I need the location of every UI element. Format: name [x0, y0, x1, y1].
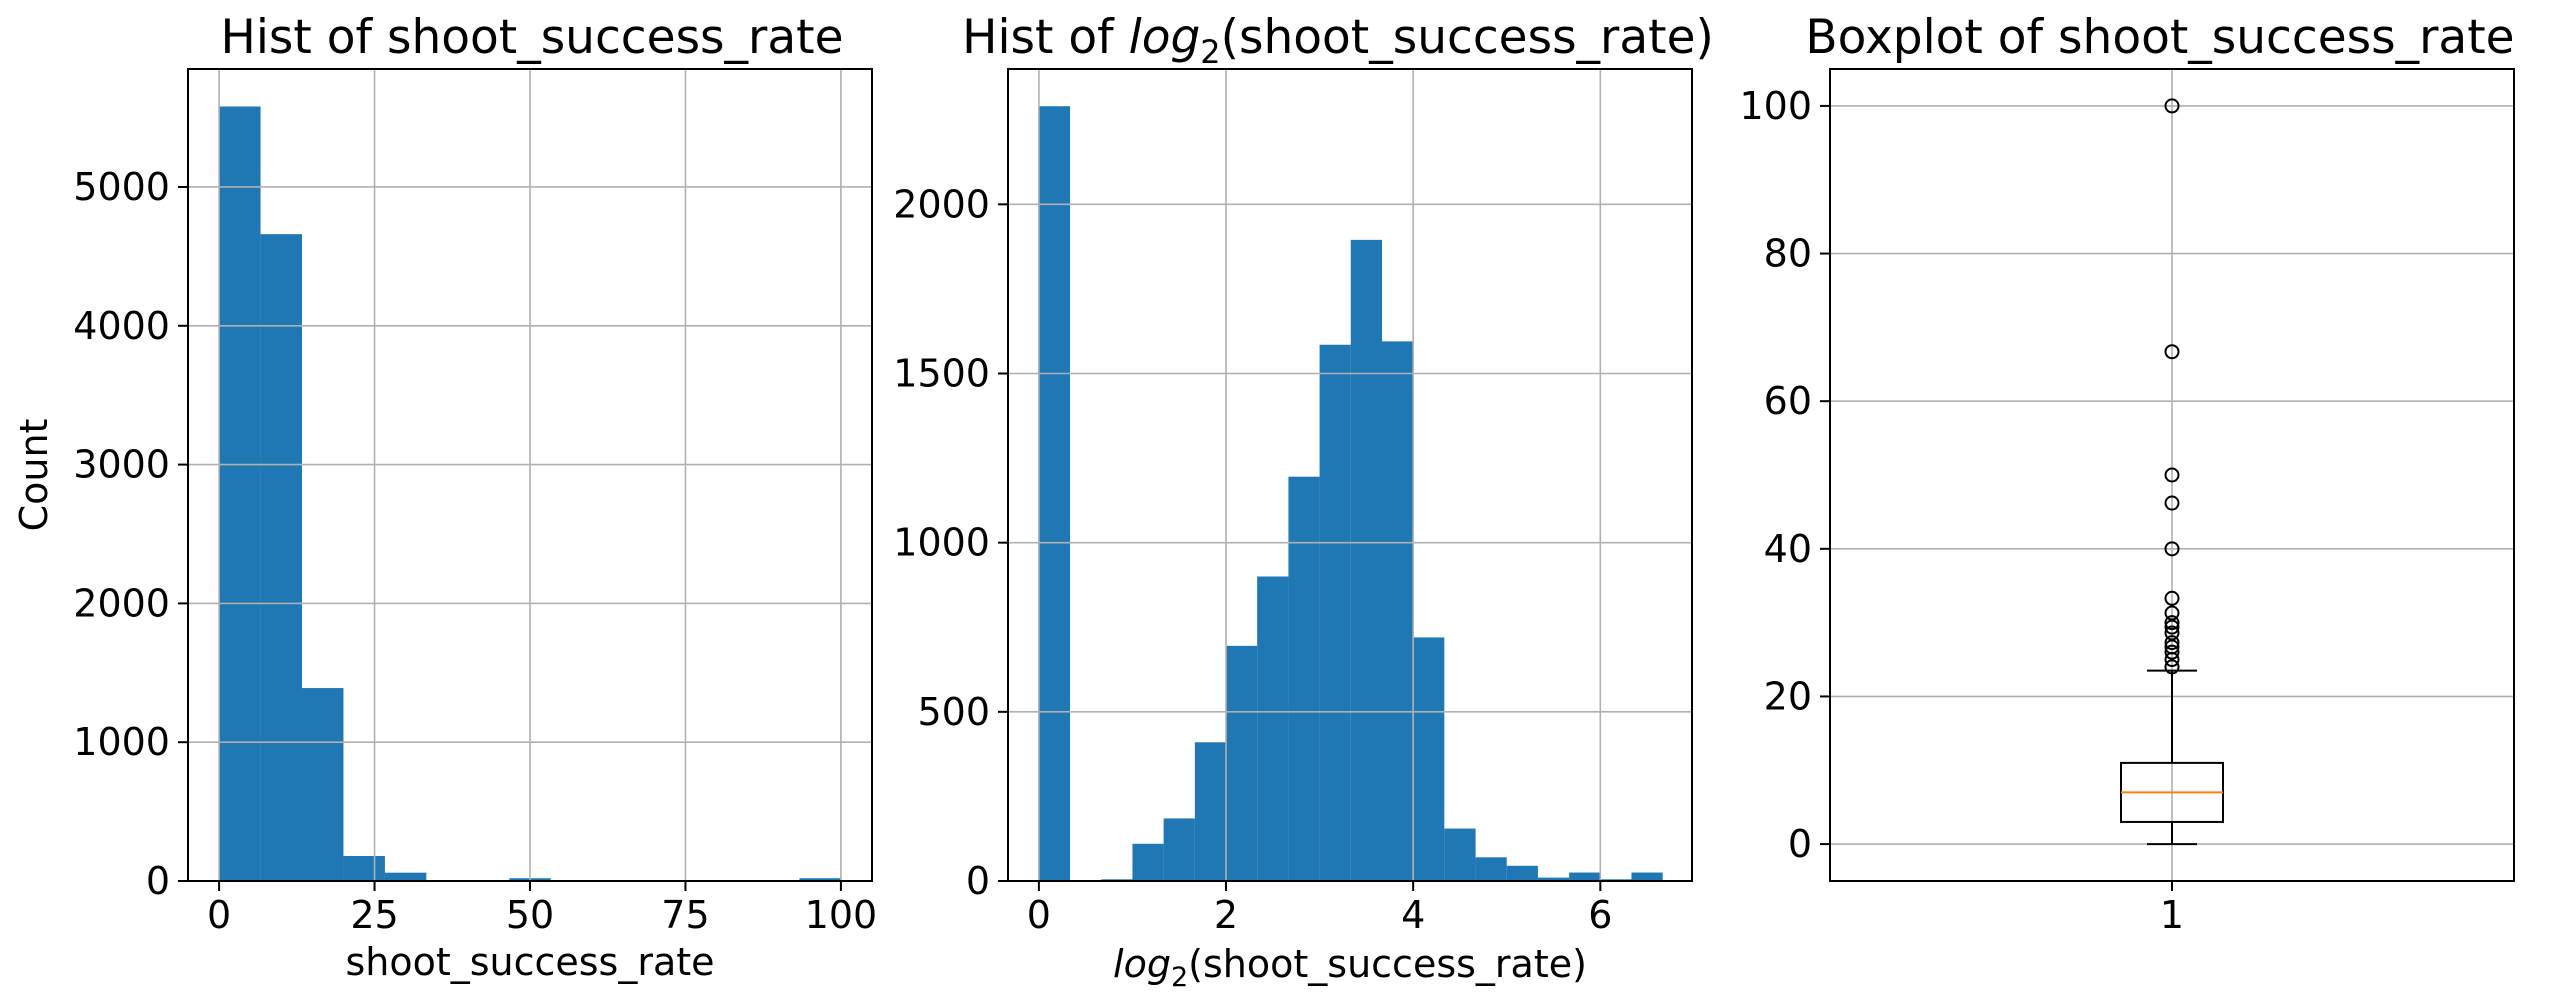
y-tick-label: 1000 — [73, 720, 170, 764]
panel3-box-elements — [2120, 98, 2224, 846]
outlier-point — [2164, 541, 2180, 557]
histogram-bar — [1506, 865, 1538, 881]
y-tick-label: 5000 — [73, 165, 170, 209]
histogram-bar — [1226, 645, 1258, 881]
outlier-point — [2164, 605, 2180, 621]
histogram-bar — [1569, 872, 1601, 881]
outlier-point — [2164, 615, 2180, 631]
histogram-bar — [384, 872, 427, 881]
y-tick-label: 20 — [1764, 674, 1812, 718]
panel3-x-ticks: 1 — [2160, 881, 2184, 937]
outlier-point — [2164, 619, 2180, 635]
y-tick-label: 100 — [1739, 84, 1812, 128]
histogram-bar — [1475, 857, 1507, 881]
outlier-point — [2164, 98, 2180, 114]
histogram-bar — [1163, 818, 1195, 881]
x-tick-label: 2 — [1214, 893, 1238, 937]
outlier-point — [2164, 625, 2180, 641]
x-tick-label: 100 — [805, 893, 878, 937]
y-tick-label: 4000 — [73, 304, 170, 348]
y-tick-label: 2000 — [893, 182, 990, 226]
x-tick-label: 25 — [350, 893, 398, 937]
y-tick-label: 2000 — [73, 581, 170, 625]
x-tick-label: 0 — [1027, 893, 1051, 937]
histogram-bar — [799, 878, 841, 881]
y-tick-label: 1500 — [893, 352, 990, 396]
panel-hist-raw: Hist of shoot_success_rate 0 25 50 75 100 0 1… — [12, 10, 877, 984]
panel2-bars — [1038, 106, 1663, 881]
panel2-y-ticks: 0 500 1000 1500 2000 — [893, 182, 1008, 903]
x-tick-label: 6 — [1588, 893, 1612, 937]
x-tick-label: 50 — [506, 893, 554, 937]
histogram-bar — [1350, 239, 1383, 881]
panel-hist-log2: Hist of log2(shoot_success_rate) 0 2 4 6 0 5… — [893, 10, 1714, 993]
outlier-point — [2164, 344, 2180, 360]
panel1-x-ticks: 0 25 50 75 100 — [207, 881, 877, 937]
histogram-bar — [1319, 344, 1351, 881]
panel3-title: Boxplot of shoot_success_rate — [1805, 10, 2514, 65]
histogram-bar — [1631, 872, 1663, 881]
histogram-bar — [1257, 576, 1289, 881]
histogram-bar — [1413, 637, 1445, 881]
x-tick-label: 75 — [661, 893, 709, 937]
histogram-bar — [1382, 341, 1414, 881]
panel2-x-ticks: 0 2 4 6 — [1027, 881, 1612, 937]
outlier-point — [2164, 590, 2180, 606]
histogram-bar — [343, 856, 385, 881]
y-tick-label: 1000 — [893, 521, 990, 565]
y-tick-label: 80 — [1764, 232, 1812, 276]
histogram-bar — [1444, 828, 1476, 881]
x-tick-label: 0 — [207, 893, 231, 937]
panel2-frame — [1007, 68, 1693, 882]
y-tick-label: 3000 — [73, 443, 170, 487]
x-tick-label: 1 — [2160, 893, 2184, 937]
outlier-point — [2164, 467, 2180, 483]
panel2-title: Hist of log2(shoot_success_rate) — [962, 10, 1714, 71]
outlier-point — [2164, 495, 2180, 511]
y-tick-label: 0 — [966, 859, 990, 903]
panel1-y-ticks: 0 1000 2000 3000 4000 5000 — [73, 165, 188, 903]
outlier-point — [2164, 635, 2180, 651]
y-tick-label: 0 — [146, 859, 170, 903]
outlier-point — [2164, 659, 2180, 675]
histogram-bar — [219, 106, 261, 881]
panel2-x-axis-label: log2(shoot_success_rate) — [1113, 942, 1587, 993]
histogram-bar — [1288, 476, 1320, 881]
histogram-bar — [1038, 106, 1071, 881]
histogram-bar — [1132, 843, 1164, 881]
y-tick-label: 500 — [917, 690, 990, 734]
panel1-x-axis-label: shoot_success_rate — [345, 940, 714, 984]
y-tick-label: 60 — [1764, 379, 1812, 423]
outlier-point — [2164, 639, 2180, 655]
histogram-bar — [301, 688, 344, 881]
panel1-title: Hist of shoot_success_rate — [220, 10, 843, 65]
x-tick-label: 4 — [1401, 893, 1425, 937]
panel2-grid — [1008, 69, 1692, 882]
panel1-y-axis-label: Count — [12, 419, 56, 532]
histogram-bar — [1194, 742, 1227, 881]
panel-boxplot: Boxplot of shoot_success_rate 1 0 20 40 60 8… — [1739, 10, 2515, 937]
panel3-y-ticks: 0 20 40 60 80 100 — [1739, 84, 1830, 866]
histogram-bar — [260, 234, 302, 881]
y-tick-label: 40 — [1764, 527, 1812, 571]
y-tick-label: 0 — [1788, 822, 1812, 866]
histogram-bar — [1537, 877, 1570, 881]
outlier-point — [2164, 644, 2180, 660]
